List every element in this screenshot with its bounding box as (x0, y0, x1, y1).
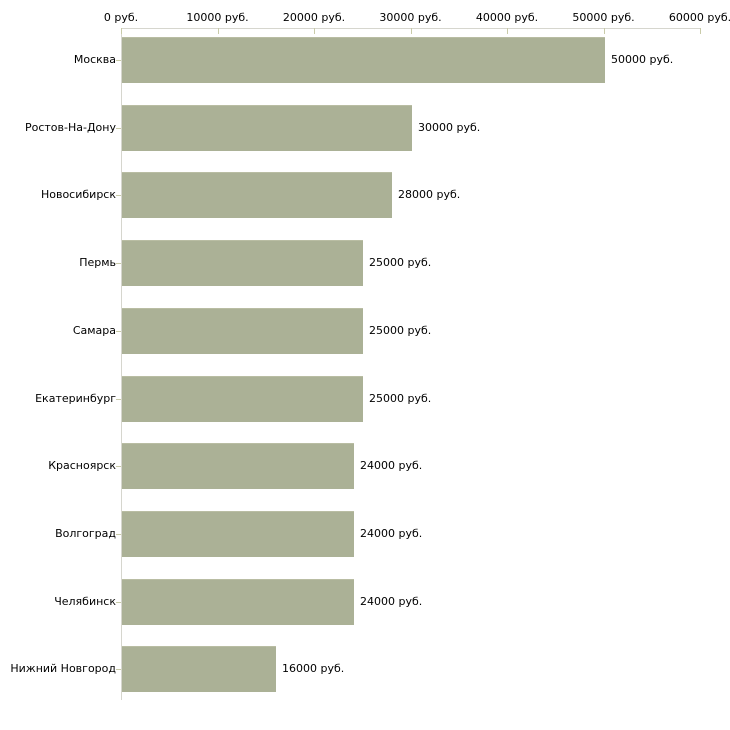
x-axis-tick-mark (218, 28, 219, 34)
bar-value-label: 50000 руб. (611, 53, 674, 66)
x-axis-tick-label: 0 руб. (103, 11, 139, 24)
category-label: Челябинск (54, 595, 116, 608)
bar-value-label: 30000 руб. (418, 121, 481, 134)
bar-7 (122, 511, 354, 557)
bar-3 (122, 240, 363, 286)
category-label: Пермь (79, 256, 116, 269)
bar-1 (122, 105, 412, 151)
bar-value-label: 25000 руб. (369, 256, 432, 269)
category-tick-mark (116, 534, 121, 535)
category-label: Нижний Новгород (10, 662, 116, 675)
x-axis-tick-label: 40000 руб. (475, 11, 539, 24)
x-axis-tick-label: 50000 руб. (572, 11, 635, 24)
x-axis-tick-mark (314, 28, 315, 34)
bar-value-label: 24000 руб. (360, 527, 423, 540)
x-axis-tick-mark (411, 28, 412, 34)
category-tick-mark (116, 466, 121, 467)
category-tick-mark (116, 263, 121, 264)
bar-5 (122, 376, 363, 422)
bar-9 (122, 646, 276, 692)
bar-2 (122, 172, 392, 218)
x-axis-tick-label: 20000 руб. (282, 11, 346, 24)
x-axis-tick-label: 60000 руб. (668, 11, 730, 24)
bar-value-label: 24000 руб. (360, 595, 423, 608)
bar-0 (122, 37, 605, 83)
category-tick-mark (116, 128, 121, 129)
x-axis-tick-label: 30000 руб. (379, 11, 442, 24)
category-label: Ростов-На-Дону (24, 121, 116, 134)
bar-8 (122, 579, 354, 625)
y-axis-line (121, 28, 122, 700)
bar-6 (122, 443, 354, 489)
category-tick-mark (116, 60, 121, 61)
category-label: Екатеринбург (35, 392, 116, 405)
category-tick-mark (116, 195, 121, 196)
x-axis-line (121, 28, 700, 29)
category-tick-mark (116, 331, 121, 332)
category-tick-mark (116, 399, 121, 400)
bar-value-label: 28000 руб. (398, 188, 461, 201)
category-label: Красноярск (48, 459, 116, 472)
category-label: Самара (72, 324, 116, 337)
x-axis-tick-mark (507, 28, 508, 34)
x-axis-tick-label: 10000 руб. (186, 11, 249, 24)
bar-value-label: 24000 руб. (360, 459, 423, 472)
category-label: Новосибирск (40, 188, 116, 201)
bar-value-label: 16000 руб. (282, 662, 345, 675)
x-axis-tick-mark (121, 28, 122, 34)
category-tick-mark (116, 669, 121, 670)
x-axis-tick-mark (700, 28, 701, 34)
bar-4 (122, 308, 363, 354)
category-label: Москва (73, 53, 116, 66)
bar-value-label: 25000 руб. (369, 324, 432, 337)
bar-value-label: 25000 руб. (369, 392, 432, 405)
category-label: Волгоград (55, 527, 116, 540)
x-axis-tick-mark (604, 28, 605, 34)
category-tick-mark (116, 602, 121, 603)
